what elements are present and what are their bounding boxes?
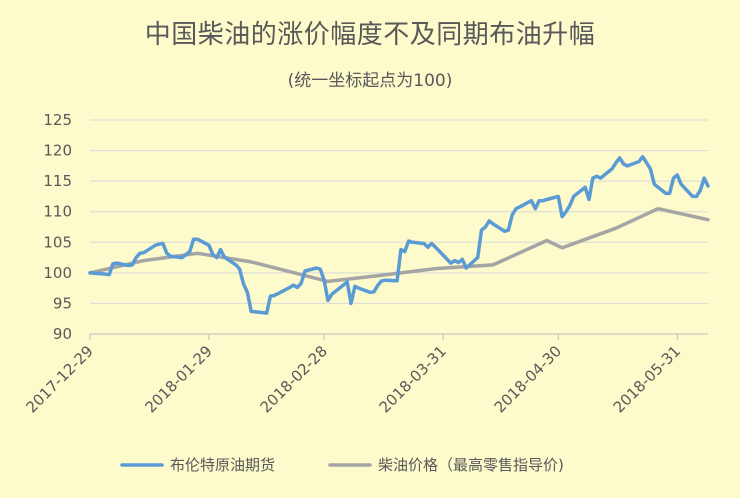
y-tick-label: 125: [43, 111, 72, 129]
series-line-brent: [88, 154, 710, 315]
legend-item-brent-label: 布伦特原油期货: [170, 456, 275, 474]
y-tick-label: 90: [53, 325, 72, 343]
legend-item-diesel-label: 柴油价格（最高零售指导价): [378, 456, 564, 474]
x-tick-label: 2018-02-28: [257, 342, 331, 416]
y-tick-label: 100: [43, 264, 72, 282]
y-tick-label: 105: [43, 233, 72, 251]
x-tick-label: 2017-12-29: [22, 342, 96, 416]
x-tick-label: 2018-01-29: [141, 342, 215, 416]
x-tick-label: 2018-05-31: [610, 342, 684, 416]
chart-subtitle: (统一坐标起点为100): [287, 71, 453, 91]
x-tick-label: 2018-04-30: [491, 342, 565, 416]
series-line-diesel: [88, 206, 710, 284]
x-tick-label: 2018-03-31: [376, 342, 450, 416]
y-tick-label: 120: [43, 142, 72, 160]
y-tick-label: 115: [43, 172, 72, 190]
y-tick-label: 95: [53, 294, 72, 312]
chart-title: 中国柴油的涨价幅度不及同期布油升幅: [144, 20, 596, 50]
y-tick-label: 110: [43, 203, 72, 221]
